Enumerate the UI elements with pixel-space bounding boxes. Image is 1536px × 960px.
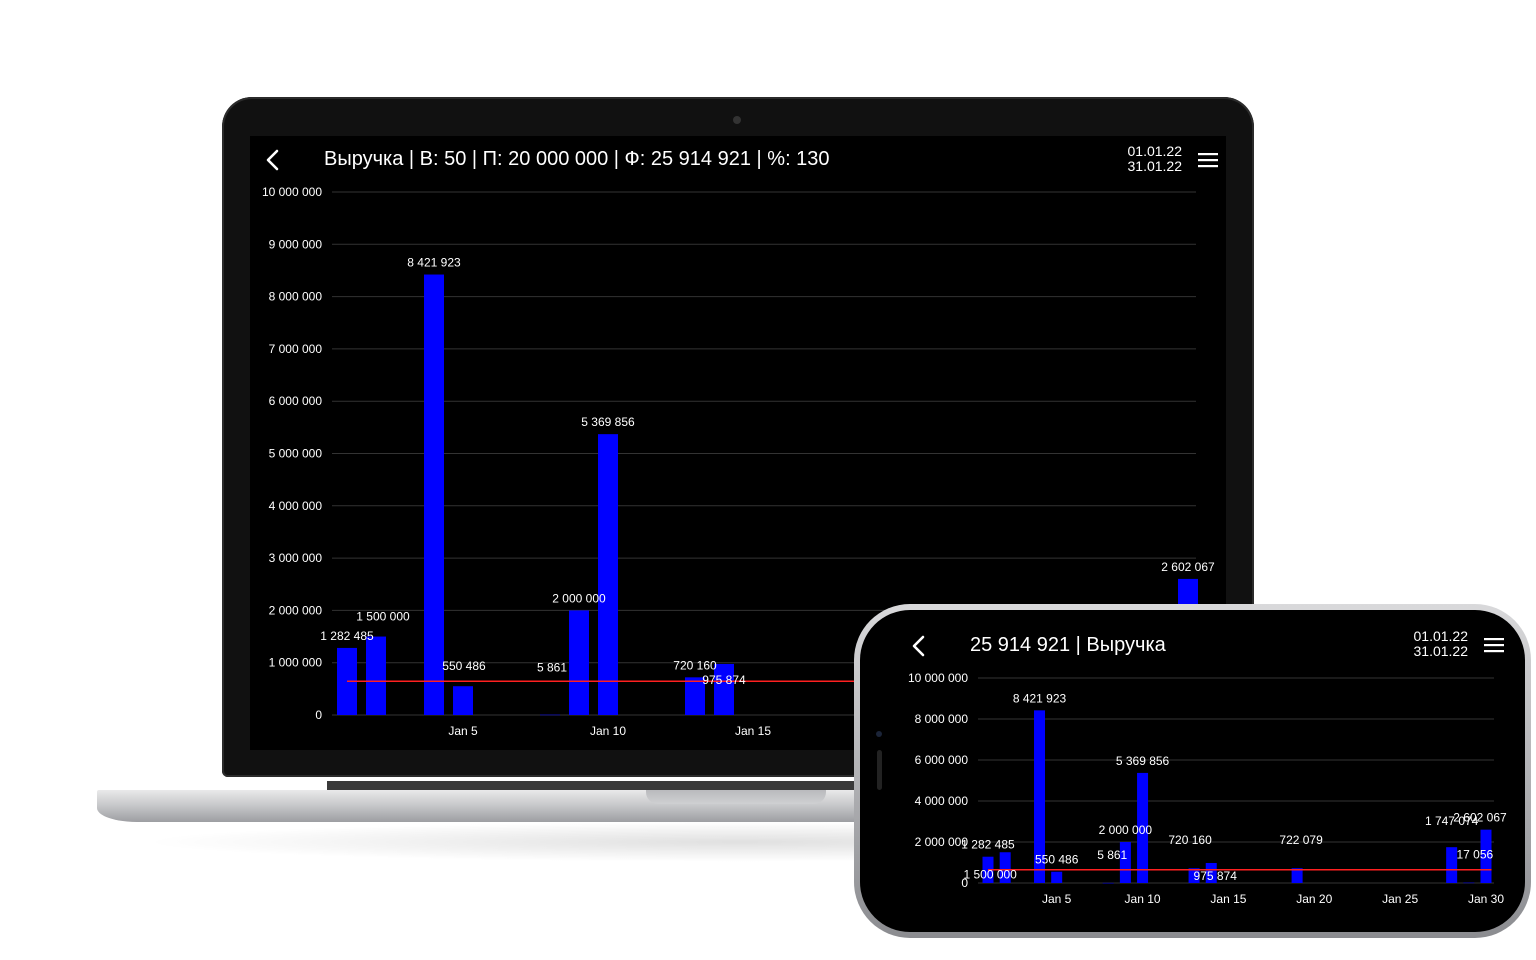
mobile-date-from: 01.01.22 [1413, 628, 1469, 644]
y-tick-label: 6 000 000 [915, 753, 969, 767]
bar [999, 852, 1011, 883]
y-tick-label: 8 000 000 [269, 290, 323, 304]
mobile-date-range[interactable]: 01.01.22 31.01.22 [1368, 628, 1469, 660]
y-tick-label: 9 000 000 [269, 237, 323, 251]
x-tick-label: Jan 15 [735, 724, 771, 738]
x-tick-label: Jan 30 [1468, 892, 1504, 906]
bar [1446, 847, 1458, 883]
data-label: 2 000 000 [552, 591, 606, 605]
mobile-date-to: 31.01.22 [1413, 643, 1469, 660]
data-label: 5 369 856 [581, 415, 635, 429]
data-label: 5 369 856 [1116, 754, 1170, 768]
x-tick-label: Jan 10 [590, 724, 626, 738]
bar [1034, 710, 1046, 883]
hamburger-menu-icon[interactable] [1198, 153, 1218, 168]
y-tick-label: 2 000 000 [915, 835, 969, 849]
y-tick-label: 6 000 000 [269, 394, 323, 408]
data-label: 722 079 [1279, 833, 1323, 847]
y-tick-label: 10 000 000 [262, 185, 322, 199]
laptop-camera [733, 116, 741, 124]
data-label: 1 282 485 [961, 838, 1015, 852]
bar [714, 663, 734, 715]
bar [1480, 829, 1492, 883]
back-arrow-icon[interactable] [264, 148, 280, 172]
y-tick-label: 5 000 000 [269, 447, 323, 461]
mobile-page-title: 25 914 921 | Выручка [970, 634, 1166, 656]
bar [569, 610, 589, 715]
y-tick-label: 10 000 000 [908, 671, 968, 685]
bar [685, 677, 705, 715]
y-tick-label: 8 000 000 [915, 712, 969, 726]
data-label: 5 861 [1097, 848, 1127, 862]
laptop-hinge [327, 781, 1147, 791]
y-tick-label: 0 [961, 876, 968, 890]
mobile-revenue-chart: 0 2 000 000 4 000 000 6 000 000 8 000 000 10 … [908, 671, 1507, 906]
y-tick-label: 3 000 000 [269, 551, 323, 565]
data-label: 550 486 [442, 659, 486, 673]
bar [1463, 882, 1475, 884]
bar [1188, 868, 1200, 883]
data-label: 2 000 000 [1099, 823, 1153, 837]
x-tick-label: Jan 5 [448, 724, 478, 738]
bar [453, 686, 473, 715]
data-label: 8 421 923 [407, 256, 461, 270]
data-label: 1 500 000 [356, 610, 410, 624]
x-tick-label: Jan 5 [1042, 892, 1072, 906]
y-tick-label: 1 000 000 [269, 656, 323, 670]
y-tick-label: 0 [315, 708, 322, 722]
bar [540, 714, 560, 716]
bar [1119, 842, 1131, 883]
data-label: 550 486 [1035, 853, 1079, 867]
data-label: 1 282 485 [320, 629, 374, 643]
x-tick-label: Jan 10 [1125, 892, 1161, 906]
data-label: 17 056 [1456, 848, 1493, 862]
date-to: 31.01.22 [1127, 158, 1183, 175]
x-tick-label: Jan 25 [1382, 892, 1418, 906]
data-label: 1 500 000 [963, 867, 1017, 881]
back-arrow-icon[interactable] [910, 634, 926, 658]
data-label: 2 602 067 [1453, 811, 1507, 825]
data-label: 720 160 [1168, 833, 1212, 847]
x-tick-label: Jan 20 [1296, 892, 1332, 906]
mobile-app-screen: 25 914 921 | Выручка 01.01.22 31.01.22 0… [868, 620, 1518, 920]
page-title: Выручка | В: 50 | П: 20 000 000 | Ф: 25 … [324, 148, 830, 170]
laptop-notch [646, 790, 826, 804]
date-from: 01.01.22 [1127, 143, 1183, 159]
bar [1291, 868, 1303, 883]
y-tick-label: 4 000 000 [915, 794, 969, 808]
data-label: 8 421 923 [1013, 691, 1067, 705]
bar [424, 274, 444, 715]
phone-camera [876, 731, 882, 737]
bar [1102, 882, 1114, 884]
x-tick-label: Jan 15 [1210, 892, 1246, 906]
date-range[interactable]: 01.01.22 31.01.22 [1090, 143, 1183, 175]
bar [598, 434, 618, 715]
data-label: 975 874 [1194, 869, 1238, 883]
hamburger-menu-icon[interactable] [1484, 638, 1504, 653]
bar [1137, 772, 1149, 883]
bar [1205, 862, 1217, 883]
data-label: 1 747 074 [1425, 814, 1479, 828]
data-label: 2 602 067 [1161, 560, 1215, 574]
y-tick-label: 4 000 000 [269, 499, 323, 513]
data-label: 5 861 [537, 661, 567, 675]
bar [1051, 871, 1063, 883]
bar [366, 636, 386, 715]
data-label: 720 160 [673, 658, 717, 672]
y-tick-label: 7 000 000 [269, 342, 323, 356]
phone-speaker [877, 750, 882, 790]
data-label: 975 874 [702, 673, 746, 687]
y-tick-label: 2 000 000 [269, 603, 323, 617]
